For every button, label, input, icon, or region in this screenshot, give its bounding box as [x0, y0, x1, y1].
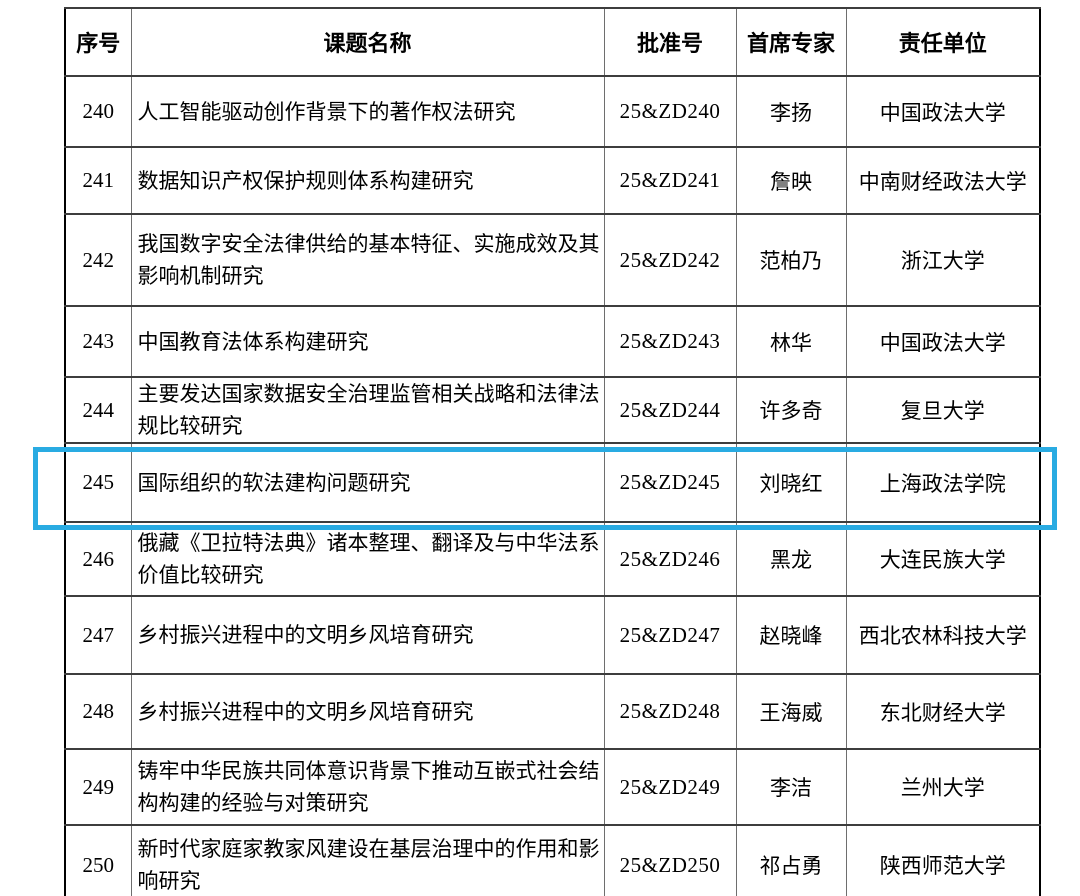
- cell-expert: 祁占勇: [735, 824, 847, 896]
- cell-title: 主要发达国家数据安全治理监管相关战略和法律法规比较研究: [130, 376, 605, 444]
- cell-title: 国际组织的软法建构问题研究: [130, 442, 605, 523]
- cell-grant-number: 25&ZD243: [603, 305, 737, 378]
- cell-grant-number: 25&ZD248: [603, 673, 737, 750]
- cell-expert: 黑龙: [735, 521, 847, 597]
- cell-no: 242: [64, 213, 132, 307]
- col-header-chief-expert: 首席专家: [735, 7, 847, 77]
- cell-org: 东北财经大学: [845, 673, 1041, 750]
- table-row-246: 246 俄藏《卫拉特法典》诸本整理、翻译及与中华法系价值比较研究 25&ZD24…: [64, 521, 1041, 597]
- table-row-250: 250 新时代家庭家教家风建设在基层治理中的作用和影响研究 25&ZD250 祁…: [64, 824, 1041, 896]
- table-row-247: 247 乡村振兴进程中的文明乡风培育研究 25&ZD247 赵晓峰 西北农林科技…: [64, 595, 1041, 675]
- cell-expert: 李扬: [735, 75, 847, 148]
- cell-no: 250: [64, 824, 132, 896]
- col-header-org: 责任单位: [845, 7, 1041, 77]
- cell-expert: 李洁: [735, 748, 847, 826]
- cell-title: 数据知识产权保护规则体系构建研究: [130, 146, 605, 215]
- col-header-grant-number: 批准号: [603, 7, 737, 77]
- table-row-243: 243 中国教育法体系构建研究 25&ZD243 林华 中国政法大学: [64, 305, 1041, 378]
- cell-expert: 王海威: [735, 673, 847, 750]
- cell-no: 246: [64, 521, 132, 597]
- cell-grant-number: 25&ZD249: [603, 748, 737, 826]
- cell-title: 铸牢中华民族共同体意识背景下推动互嵌式社会结构构建的经验与对策研究: [130, 748, 605, 826]
- cell-grant-number: 25&ZD241: [603, 146, 737, 215]
- cell-no: 240: [64, 75, 132, 148]
- cell-grant-number: 25&ZD242: [603, 213, 737, 307]
- table-row-240: 240 人工智能驱动创作背景下的著作权法研究 25&ZD240 李扬 中国政法大…: [64, 75, 1041, 148]
- cell-expert: 詹映: [735, 146, 847, 215]
- cell-expert: 许多奇: [735, 376, 847, 444]
- cell-org: 西北农林科技大学: [845, 595, 1041, 675]
- col-header-title: 课题名称: [130, 7, 605, 77]
- project-list-table: 序号 课题名称 批准号 首席专家 责任单位 240 人工智能驱动创作背景下的著作…: [64, 7, 1041, 896]
- cell-no: 241: [64, 146, 132, 215]
- cell-org: 复旦大学: [845, 376, 1041, 444]
- cell-no: 243: [64, 305, 132, 378]
- cell-title: 乡村振兴进程中的文明乡风培育研究: [130, 673, 605, 750]
- cell-no: 245: [64, 442, 132, 523]
- table-row-244: 244 主要发达国家数据安全治理监管相关战略和法律法规比较研究 25&ZD244…: [64, 376, 1041, 444]
- table-row-245-highlighted: 245 国际组织的软法建构问题研究 25&ZD245 刘晓红 上海政法学院: [64, 442, 1041, 523]
- table-row-241: 241 数据知识产权保护规则体系构建研究 25&ZD241 詹映 中南财经政法大…: [64, 146, 1041, 215]
- cell-org: 大连民族大学: [845, 521, 1041, 597]
- cell-org: 中国政法大学: [845, 305, 1041, 378]
- table-row-249: 249 铸牢中华民族共同体意识背景下推动互嵌式社会结构构建的经验与对策研究 25…: [64, 748, 1041, 826]
- col-header-no: 序号: [64, 7, 132, 77]
- cell-no: 247: [64, 595, 132, 675]
- cell-grant-number: 25&ZD240: [603, 75, 737, 148]
- cell-no: 249: [64, 748, 132, 826]
- table-row-248: 248 乡村振兴进程中的文明乡风培育研究 25&ZD248 王海威 东北财经大学: [64, 673, 1041, 750]
- cell-org: 陕西师范大学: [845, 824, 1041, 896]
- cell-title: 我国数字安全法律供给的基本特征、实施成效及其影响机制研究: [130, 213, 605, 307]
- cell-title: 人工智能驱动创作背景下的著作权法研究: [130, 75, 605, 148]
- cell-expert: 刘晓红: [735, 442, 847, 523]
- cell-grant-number: 25&ZD247: [603, 595, 737, 675]
- cell-expert: 林华: [735, 305, 847, 378]
- cell-title: 乡村振兴进程中的文明乡风培育研究: [130, 595, 605, 675]
- cell-no: 248: [64, 673, 132, 750]
- cell-expert: 赵晓峰: [735, 595, 847, 675]
- table-row-242: 242 我国数字安全法律供给的基本特征、实施成效及其影响机制研究 25&ZD24…: [64, 213, 1041, 307]
- cell-org: 上海政法学院: [845, 442, 1041, 523]
- table-header-row: 序号 课题名称 批准号 首席专家 责任单位: [64, 7, 1041, 77]
- cell-grant-number: 25&ZD250: [603, 824, 737, 896]
- cell-grant-number: 25&ZD244: [603, 376, 737, 444]
- cell-title: 中国教育法体系构建研究: [130, 305, 605, 378]
- cell-org: 浙江大学: [845, 213, 1041, 307]
- cell-no: 244: [64, 376, 132, 444]
- cell-title: 新时代家庭家教家风建设在基层治理中的作用和影响研究: [130, 824, 605, 896]
- cell-title: 俄藏《卫拉特法典》诸本整理、翻译及与中华法系价值比较研究: [130, 521, 605, 597]
- cell-grant-number: 25&ZD245: [603, 442, 737, 523]
- cell-grant-number: 25&ZD246: [603, 521, 737, 597]
- cell-expert: 范柏乃: [735, 213, 847, 307]
- cell-org: 中国政法大学: [845, 75, 1041, 148]
- cell-org: 兰州大学: [845, 748, 1041, 826]
- cell-org: 中南财经政法大学: [845, 146, 1041, 215]
